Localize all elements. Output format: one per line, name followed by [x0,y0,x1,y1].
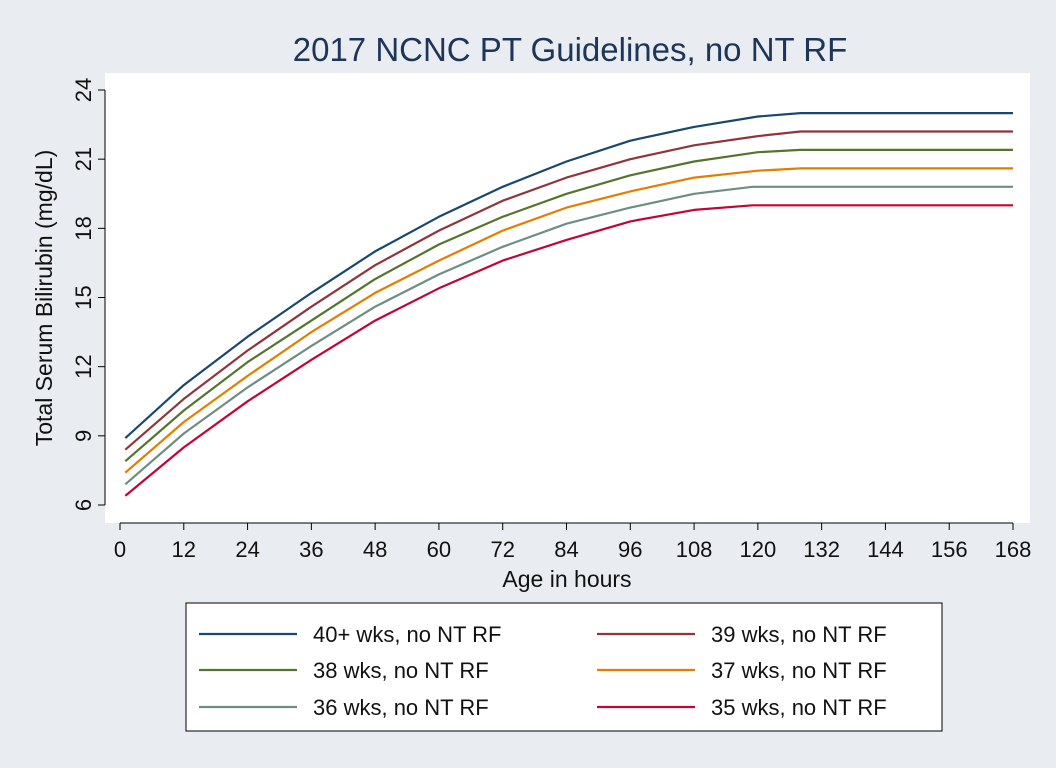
x-tick-label: 72 [490,537,514,562]
x-tick-label: 96 [618,537,642,562]
series-lines [124,111,1013,497]
y-tick-label: 18 [71,216,96,240]
x-tick-label: 108 [676,537,713,562]
series-line-3 [124,148,1013,463]
x-tick-label: 60 [427,537,451,562]
axes: 0 12 24 36 48 60 72 84 96 108 120 132 144 156 168 6 9 12 1… [71,78,1031,562]
x-tick-label: 132 [803,537,840,562]
series-line-6 [124,204,1013,497]
y-tick-label: 12 [71,354,96,378]
series-line-4 [124,167,1013,474]
x-tick-label: 84 [554,537,578,562]
y-tick-label: 6 [71,499,96,511]
x-tick-label: 144 [867,537,904,562]
series-line-2 [124,130,1013,451]
series-line-5 [124,185,1013,486]
chart-title: 2017 NCNC PT Guidelines, no NT RF [293,31,848,68]
legend-label-4: 37 wks, no NT RF [711,658,887,683]
y-axis-label: Total Serum Bilirubin (mg/dL) [31,150,57,447]
x-tick-label: 24 [235,537,259,562]
legend-label-2: 39 wks, no NT RF [711,622,887,647]
x-axis-label: Age in hours [502,566,631,592]
legend-label-5: 36 wks, no NT RF [313,695,489,720]
y-tick-label: 24 [71,78,96,102]
x-tick-label: 0 [114,537,126,562]
series-line-1 [124,111,1013,439]
y-tick-label: 15 [71,285,96,309]
legend-label-1: 40+ wks, no NT RF [313,622,502,647]
y-tick-label: 9 [71,430,96,442]
x-tick-label: 12 [172,537,196,562]
x-tick-label: 168 [995,537,1032,562]
legend: 40+ wks, no NT RF 39 wks, no NT RF 38 wks,… [199,622,887,720]
legend-label-6: 35 wks, no NT RF [711,695,887,720]
legend-label-3: 38 wks, no NT RF [313,658,489,683]
legend-box [185,602,943,732]
y-tick-label: 21 [71,147,96,171]
x-tick-label: 156 [931,537,968,562]
x-tick-label: 120 [739,537,776,562]
plot-area [105,73,1030,523]
x-tick-label: 48 [363,537,387,562]
x-tick-label: 36 [299,537,323,562]
